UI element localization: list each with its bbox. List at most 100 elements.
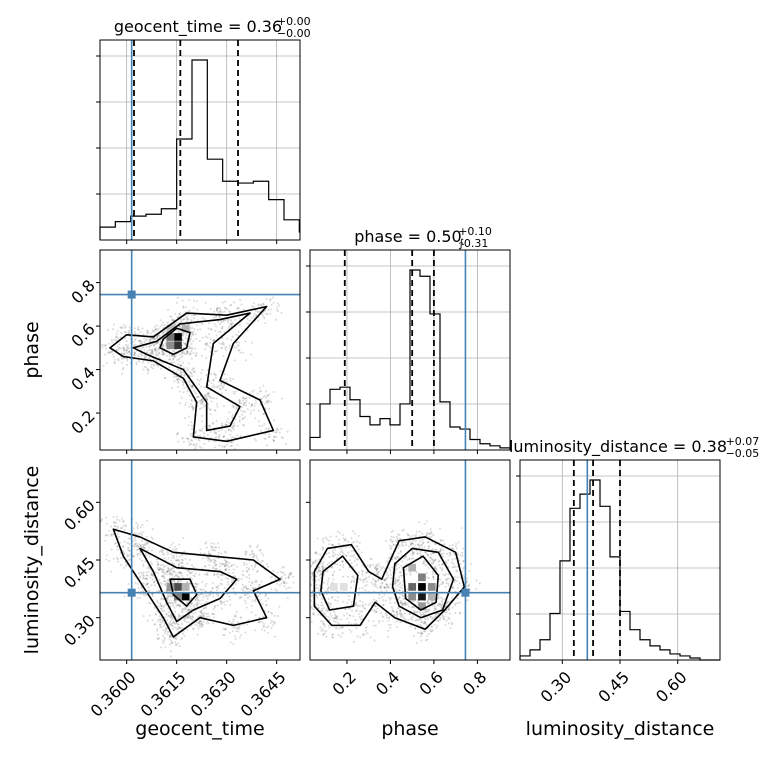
sample-point bbox=[257, 595, 260, 598]
sample-point bbox=[235, 610, 238, 613]
sample-point bbox=[198, 439, 201, 442]
sample-point bbox=[440, 583, 443, 586]
sample-point bbox=[259, 616, 262, 619]
sample-point bbox=[323, 612, 326, 615]
sample-point bbox=[237, 579, 240, 582]
hist-panel-luminosity_distance: luminosity_distance = 0.38+0.07−0.05 bbox=[509, 435, 759, 664]
sample-point bbox=[133, 537, 136, 540]
sample-point bbox=[218, 315, 221, 318]
sample-point bbox=[423, 545, 426, 548]
sample-point bbox=[432, 560, 435, 563]
density-cell bbox=[174, 341, 182, 350]
sample-point bbox=[359, 636, 362, 639]
sample-point bbox=[250, 553, 253, 556]
sample-point bbox=[264, 402, 267, 405]
sample-point bbox=[169, 315, 172, 318]
sample-point bbox=[210, 436, 213, 439]
sample-point bbox=[118, 535, 121, 538]
sample-point bbox=[171, 579, 174, 582]
sample-point bbox=[398, 544, 401, 547]
sample-point bbox=[410, 542, 413, 545]
sample-point bbox=[320, 629, 323, 632]
sample-point bbox=[392, 543, 395, 546]
sample-point bbox=[183, 367, 186, 370]
sample-point bbox=[178, 575, 181, 578]
sample-point bbox=[385, 571, 388, 574]
sample-point bbox=[334, 553, 337, 556]
sample-point bbox=[216, 595, 219, 598]
sample-point bbox=[240, 578, 243, 581]
sample-point bbox=[266, 563, 269, 566]
sample-point bbox=[122, 545, 125, 548]
sample-point bbox=[281, 571, 284, 574]
sample-point bbox=[386, 573, 389, 576]
sample-point bbox=[375, 563, 378, 566]
sample-point bbox=[201, 336, 204, 339]
sample-point bbox=[453, 565, 456, 568]
sample-point bbox=[334, 562, 337, 565]
sample-point bbox=[373, 639, 376, 642]
sample-point bbox=[212, 378, 215, 381]
sample-point bbox=[219, 383, 222, 386]
sample-point bbox=[383, 586, 386, 589]
sample-point bbox=[432, 576, 435, 579]
sample-point bbox=[177, 563, 180, 566]
sample-point bbox=[199, 429, 202, 432]
sample-point bbox=[107, 351, 110, 354]
sample-point bbox=[341, 560, 344, 563]
sample-point bbox=[165, 612, 168, 615]
sample-point bbox=[478, 582, 481, 585]
sample-point bbox=[468, 583, 471, 586]
sample-point bbox=[210, 328, 213, 331]
sample-point bbox=[205, 615, 208, 618]
sample-point bbox=[263, 625, 266, 628]
sample-point bbox=[208, 553, 211, 556]
sample-point bbox=[243, 410, 246, 413]
sample-point bbox=[156, 637, 159, 640]
sample-point bbox=[202, 620, 205, 623]
sample-point bbox=[282, 580, 285, 583]
sample-point bbox=[316, 537, 319, 540]
sample-point bbox=[329, 612, 332, 615]
sample-point bbox=[343, 539, 346, 542]
sample-point bbox=[203, 396, 206, 399]
sample-point bbox=[336, 618, 339, 621]
sample-point bbox=[439, 548, 442, 551]
sample-point bbox=[228, 310, 231, 313]
sample-point bbox=[162, 549, 165, 552]
sample-point bbox=[139, 340, 142, 343]
sample-point bbox=[331, 636, 334, 639]
sample-point bbox=[160, 550, 163, 553]
sample-point bbox=[360, 551, 363, 554]
sample-point bbox=[320, 573, 323, 576]
sample-point bbox=[452, 563, 455, 566]
sample-point bbox=[181, 558, 184, 561]
density-cell bbox=[418, 583, 426, 591]
sample-point bbox=[331, 544, 334, 547]
sample-point bbox=[198, 445, 201, 448]
sample-point bbox=[142, 545, 145, 548]
sample-point bbox=[408, 612, 411, 615]
sample-point bbox=[151, 537, 154, 540]
sample-point bbox=[225, 444, 228, 447]
sample-point bbox=[353, 640, 356, 643]
sample-point bbox=[395, 567, 398, 570]
sample-point bbox=[161, 321, 164, 324]
sample-point bbox=[101, 518, 104, 521]
sample-point bbox=[430, 599, 433, 602]
sample-point bbox=[162, 344, 165, 347]
sample-point bbox=[217, 436, 220, 439]
sample-point bbox=[230, 621, 233, 624]
sample-point bbox=[447, 573, 450, 576]
sample-point bbox=[261, 628, 264, 631]
sample-point bbox=[190, 319, 193, 322]
sample-point bbox=[177, 369, 180, 372]
sample-point bbox=[211, 612, 214, 615]
sample-point bbox=[314, 579, 317, 582]
sample-point bbox=[380, 567, 383, 570]
x-tick-label-luminosity_distance: 0.45 bbox=[594, 668, 633, 707]
sample-point bbox=[326, 610, 329, 613]
sample-point bbox=[401, 613, 404, 616]
sample-point bbox=[275, 431, 278, 434]
sample-point bbox=[423, 622, 426, 625]
